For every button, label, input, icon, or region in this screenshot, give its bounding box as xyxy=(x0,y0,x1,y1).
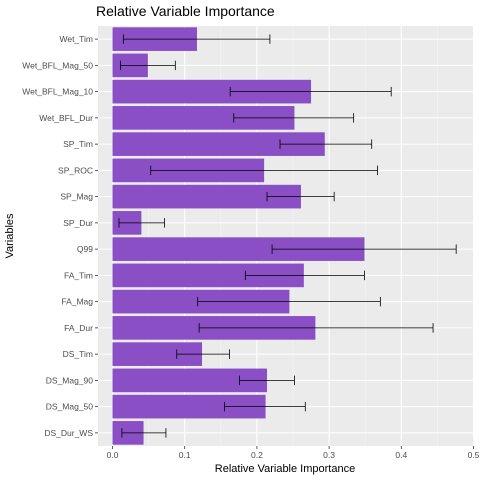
error-bar-Wet_Tim xyxy=(122,34,271,44)
error-bar-FA_Dur xyxy=(198,323,434,333)
error-bar-Wet_BFL_Mag_10 xyxy=(229,86,392,97)
y-tick-label: FA_Tim xyxy=(64,270,93,280)
error-bar-SP_Tim xyxy=(279,139,373,149)
bar-DS_Mag_90 xyxy=(112,368,268,393)
x-tick-label: 0.0 xyxy=(107,450,119,460)
y-tick-label: SP_Tim xyxy=(63,139,93,149)
bar-DS_Mag_50 xyxy=(112,394,266,419)
x-tick-label: 0.4 xyxy=(395,450,407,460)
y-tick-label: DS_Mag_90 xyxy=(46,375,94,385)
y-tick-label: FA_Dur xyxy=(64,323,93,333)
x-tick-label: 0.3 xyxy=(323,450,335,460)
y-tick-label: FA_Mag xyxy=(61,297,93,307)
x-axis: 0.0 0.1 0.2 0.3 0.4 0.5 xyxy=(107,446,480,460)
x-tick-label: 0.5 xyxy=(468,450,480,460)
error-bar-DS_Dur_WS xyxy=(121,428,167,438)
x-tick-label: 0.2 xyxy=(251,450,263,460)
y-tick-label: Wet_BFL_Mag_10 xyxy=(22,87,93,97)
y-tick-label: Wet_Tim xyxy=(59,34,93,44)
y-axis-title: Variables xyxy=(4,213,16,259)
y-tick-label: Wet_BFL_Mag_50 xyxy=(22,60,93,70)
error-bar-Wet_BFL_Mag_50 xyxy=(120,60,176,71)
error-bar-FA_Mag xyxy=(197,296,381,307)
bar-FA_Tim xyxy=(112,263,304,288)
error-bar-DS_Mag_90 xyxy=(239,375,295,386)
y-tick-label: Wet_BFL_Dur xyxy=(39,113,93,123)
y-tick-label: SP_Dur xyxy=(63,218,93,228)
error-bar-DS_Tim xyxy=(176,349,230,359)
bar-Wet_BFL_Mag_10 xyxy=(112,79,312,104)
y-tick-label: SP_Mag xyxy=(60,192,93,202)
bar-Wet_BFL_Dur xyxy=(112,106,295,130)
error-bars xyxy=(118,34,457,438)
error-bar-SP_Dur xyxy=(118,218,165,228)
y-axis: Wet_Tim Wet_BFL_Mag_50 Wet_BFL_Mag_10 Wet_B… xyxy=(22,34,98,438)
error-bar-FA_Tim xyxy=(244,270,365,281)
chart-title: Relative Variable Importance xyxy=(96,3,275,19)
error-bar-SP_Mag xyxy=(266,191,335,202)
y-tick-label: DS_Mag_50 xyxy=(46,402,94,412)
error-bar-Q99 xyxy=(271,244,457,254)
error-bar-SP_ROC xyxy=(150,165,378,176)
bar-DS_Tim xyxy=(112,342,203,366)
error-bar-DS_Mag_50 xyxy=(224,401,306,412)
error-bar-Wet_BFL_Dur xyxy=(233,113,355,123)
x-tick-label: 0.1 xyxy=(179,450,191,460)
bar-SP_Mag xyxy=(112,184,301,209)
bar-Q99 xyxy=(112,237,365,261)
y-tick-label: DS_Dur_WS xyxy=(44,428,93,438)
x-axis-title: Relative Variable Importance xyxy=(215,463,355,475)
y-tick-label: SP_ROC xyxy=(58,165,93,175)
bar-SP_Tim xyxy=(112,132,325,156)
y-tick-label: DS_Tim xyxy=(63,349,93,359)
y-tick-label: Q99 xyxy=(77,244,93,254)
